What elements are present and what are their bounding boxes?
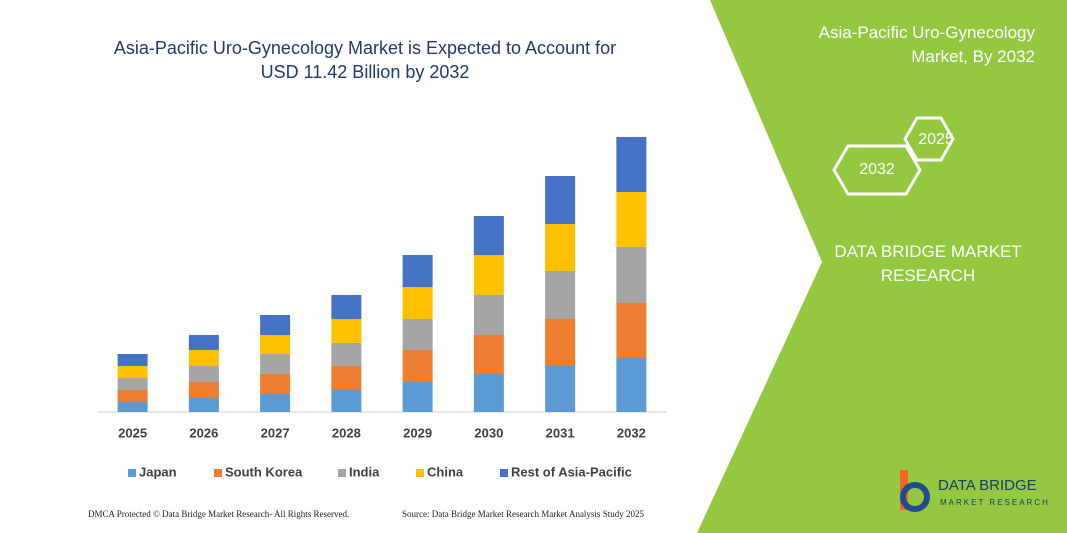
legend-swatch	[338, 469, 346, 477]
bar-segment	[402, 255, 433, 287]
bar-segment	[188, 350, 219, 366]
footer-left: DMCA Protected © Data Bridge Market Rese…	[88, 509, 350, 519]
panel-title: Asia-Pacific Uro-Gynecology Market, By 2…	[818, 23, 1035, 66]
bar-segment	[260, 315, 291, 335]
bar-segment	[473, 255, 504, 295]
bar-segment	[473, 216, 504, 255]
bar-segment	[188, 335, 219, 350]
hex-label: 2025	[918, 131, 954, 148]
bar-segment	[331, 390, 362, 412]
legend-label: Rest of Asia-Pacific	[511, 464, 632, 479]
hexagon	[903, 116, 955, 162]
bar-segment	[260, 374, 291, 394]
bar-segment	[260, 394, 291, 412]
x-tick-label: 2025	[118, 425, 147, 440]
x-tick-label: 2028	[332, 425, 361, 440]
side-panel	[697, 0, 1067, 533]
bar-segment	[331, 319, 362, 343]
legend-label: Japan	[139, 464, 177, 479]
bar-segment	[117, 366, 148, 378]
bar-segment	[188, 398, 219, 412]
logo-tagline: MARKET RESEARCH	[940, 498, 1050, 507]
bar-segment	[616, 303, 647, 358]
bar-segment	[545, 271, 576, 319]
footer-right: Source: Data Bridge Market Research Mark…	[402, 509, 644, 519]
bar-segment	[331, 295, 362, 319]
bar-segment	[117, 354, 148, 366]
brand-text: DATA BRIDGE MARKET RESEARCH	[834, 242, 1022, 285]
legend-label: India	[349, 464, 380, 479]
bar-segment	[331, 343, 362, 366]
bar-segment	[331, 366, 362, 390]
hexagon	[832, 144, 922, 196]
bar-segment	[188, 366, 219, 382]
logo-mark	[900, 482, 930, 512]
bar-segment	[117, 378, 148, 390]
x-tick-label: 2030	[474, 425, 503, 440]
bar-segment	[188, 382, 219, 398]
bar-segment	[473, 335, 504, 374]
legend-label: South Korea	[225, 464, 303, 479]
bar-segment	[260, 354, 291, 374]
legend-swatch	[214, 469, 222, 477]
bar-segment	[402, 287, 433, 319]
logo-name: DATA BRIDGE	[938, 477, 1037, 494]
legend-swatch	[416, 469, 424, 477]
bar-segment	[402, 350, 433, 382]
bar-segment	[545, 319, 576, 366]
legend-label: China	[427, 464, 464, 479]
bar-segment	[117, 402, 148, 412]
legend-swatch	[500, 469, 508, 477]
logo: DATA BRIDGE MARKET RESEARCH	[900, 470, 1050, 512]
bar-segment	[260, 335, 291, 354]
bar-segment	[616, 247, 647, 303]
x-tick-label: 2026	[189, 425, 218, 440]
bar-segment	[473, 295, 504, 335]
bar-segment	[545, 366, 576, 412]
chart-title: Asia-Pacific Uro-Gynecology Market is Ex…	[113, 38, 617, 82]
bar-segment	[616, 358, 647, 412]
x-tick-label: 2029	[403, 425, 432, 440]
bar-segment	[473, 374, 504, 412]
x-tick-label: 2031	[546, 425, 575, 440]
bar-segment	[545, 224, 576, 271]
x-tick-label: 2032	[617, 425, 646, 440]
hex-label: 2032	[859, 161, 895, 178]
bar-segment	[402, 382, 433, 412]
x-tick-label: 2027	[261, 425, 290, 440]
bar-segment	[616, 192, 647, 247]
bar-segment	[117, 390, 148, 402]
legend-swatch	[128, 469, 136, 477]
bar-segment	[402, 319, 433, 350]
bar-segment	[545, 176, 576, 224]
bar-segment	[616, 137, 647, 192]
